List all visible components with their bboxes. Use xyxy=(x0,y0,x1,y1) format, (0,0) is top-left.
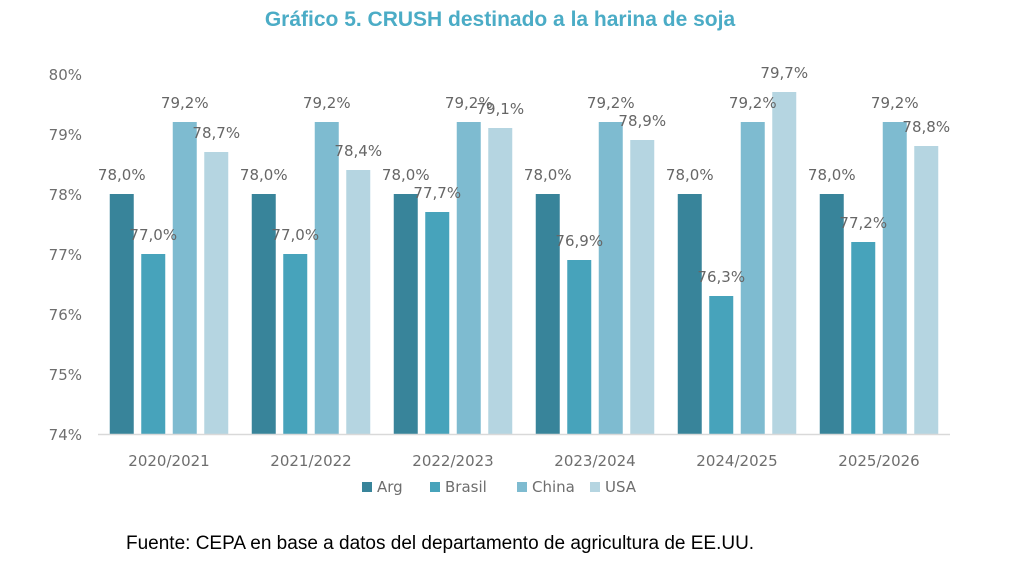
data-label: 78,0% xyxy=(98,166,146,184)
data-label: 78,7% xyxy=(192,124,240,142)
bar-arg xyxy=(535,194,560,434)
legend: Arg Brasil China USA xyxy=(362,478,637,496)
bar-china xyxy=(172,122,197,434)
bar-china xyxy=(598,122,623,434)
bar-brasil xyxy=(425,212,450,434)
legend-label-usa: USA xyxy=(605,478,637,496)
y-tick-label: 77% xyxy=(49,246,82,264)
data-label: 79,2% xyxy=(445,94,493,112)
data-label: 76,3% xyxy=(697,268,745,286)
data-label: 77,2% xyxy=(839,214,887,232)
x-tick-label: 2022/2023 xyxy=(412,452,493,470)
legend-swatch-arg xyxy=(362,482,372,492)
data-label: 78,8% xyxy=(902,118,950,136)
data-label: 78,0% xyxy=(524,166,572,184)
legend-label-brasil: Brasil xyxy=(445,478,487,496)
data-label: 78,0% xyxy=(240,166,288,184)
data-label: 78,0% xyxy=(666,166,714,184)
data-label: 79,7% xyxy=(760,64,808,82)
legend-swatch-usa xyxy=(590,482,600,492)
bar-brasil xyxy=(283,254,308,434)
data-label: 78,9% xyxy=(618,112,666,130)
x-tick-label: 2021/2022 xyxy=(270,452,351,470)
bar-usa xyxy=(630,140,655,434)
source-note: Fuente: CEPA en base a datos del departa… xyxy=(126,533,755,554)
y-tick-label: 80% xyxy=(49,66,82,84)
x-axis: 2020/2021 2021/2022 2022/2023 2023/2024 2024… xyxy=(128,452,919,470)
y-axis: 74% 75% 76% 77% 78% 79% 80% xyxy=(49,66,82,444)
data-label: 78,4% xyxy=(334,142,382,160)
legend-swatch-china xyxy=(517,482,527,492)
legend-label-arg: Arg xyxy=(377,478,403,496)
bar-usa xyxy=(772,92,797,434)
data-label: 79,2% xyxy=(871,94,919,112)
bar-usa xyxy=(346,170,371,434)
bar-brasil xyxy=(851,242,876,434)
data-label: 77,0% xyxy=(271,226,319,244)
data-label: 79,2% xyxy=(303,94,351,112)
x-tick-label: 2024/2025 xyxy=(696,452,777,470)
bar-brasil xyxy=(567,260,592,434)
x-tick-label: 2023/2024 xyxy=(554,452,635,470)
data-label: 76,9% xyxy=(555,232,603,250)
data-label: 77,0% xyxy=(129,226,177,244)
bar-usa xyxy=(204,152,229,434)
data-label: 79,2% xyxy=(729,94,777,112)
bar-china xyxy=(740,122,765,434)
bar-brasil xyxy=(709,296,734,434)
bar-china xyxy=(456,122,481,434)
bar-usa xyxy=(488,128,513,434)
bar-arg xyxy=(819,194,844,434)
bar-china xyxy=(314,122,339,434)
y-tick-label: 75% xyxy=(49,366,82,384)
data-label: 78,0% xyxy=(382,166,430,184)
legend-label-china: China xyxy=(532,478,575,496)
bar-arg xyxy=(251,194,276,434)
x-tick-label: 2025/2026 xyxy=(838,452,919,470)
x-tick-label: 2020/2021 xyxy=(128,452,209,470)
bar-arg xyxy=(393,194,418,434)
y-tick-label: 79% xyxy=(49,126,82,144)
data-label: 79,1% xyxy=(476,100,524,118)
data-label: 78,0% xyxy=(808,166,856,184)
legend-swatch-brasil xyxy=(430,482,440,492)
data-labels: 78,0% 77,0% 79,2% 78,7% 78,0% 77,0% 79,2% 78,4%… xyxy=(98,64,950,286)
bar-arg xyxy=(677,194,702,434)
bar-arg xyxy=(109,194,134,434)
data-label: 79,2% xyxy=(161,94,209,112)
y-tick-label: 76% xyxy=(49,306,82,324)
bar-usa xyxy=(914,146,939,434)
chart-title: Gráfico 5. CRUSH destinado a la harina d… xyxy=(264,8,736,31)
bar-china xyxy=(882,122,907,434)
y-tick-label: 78% xyxy=(49,186,82,204)
bar-brasil xyxy=(141,254,166,434)
y-tick-label: 74% xyxy=(49,426,82,444)
data-label: 77,7% xyxy=(413,184,461,202)
bars xyxy=(109,92,939,434)
data-label: 79,2% xyxy=(587,94,635,112)
